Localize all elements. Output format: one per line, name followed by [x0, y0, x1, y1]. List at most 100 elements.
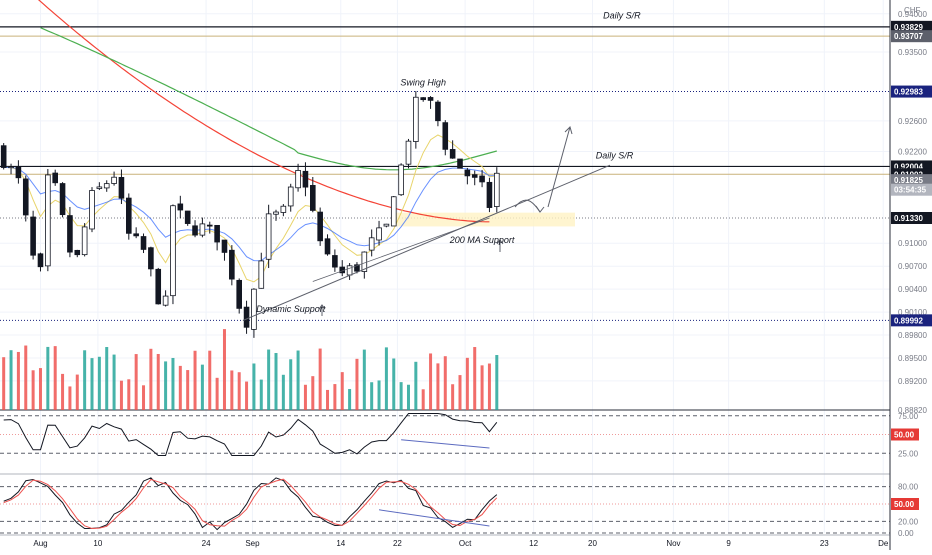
price-label-text: 0.92004 — [894, 162, 923, 171]
candle — [258, 252, 265, 289]
candle — [22, 175, 29, 222]
candle-body — [368, 237, 375, 251]
rsi-tick-label: 25.00 — [898, 449, 919, 458]
candle-body — [59, 183, 66, 216]
volume-bar — [421, 389, 425, 410]
volume-bar — [208, 350, 212, 410]
candle-body — [427, 97, 434, 101]
volume-bar — [171, 357, 175, 410]
candle — [162, 290, 169, 307]
candle-body — [206, 224, 213, 227]
candle-body — [251, 288, 257, 330]
price-label-bg — [891, 314, 932, 327]
volume-bar — [134, 354, 138, 410]
candle — [74, 249, 81, 258]
candle-body — [118, 177, 125, 199]
candle — [324, 234, 331, 256]
price-label-bg — [891, 30, 932, 43]
candle — [405, 138, 412, 169]
volume-bar — [377, 380, 381, 410]
candle — [457, 158, 463, 169]
volume-bar — [200, 364, 204, 410]
volume-bar — [414, 361, 418, 410]
stoch-last-tag: 50.00 — [891, 498, 919, 510]
price-label-tag: 0.93707 — [891, 30, 932, 43]
rsi-last-bg — [891, 428, 919, 441]
price-label-bg — [891, 183, 932, 196]
candle-body — [22, 178, 29, 216]
candle — [346, 263, 353, 280]
time-axis[interactable]: Aug 10 24 Sep 14 22 Oct 12 20 Nov 9 23 De — [33, 539, 888, 548]
candle — [184, 210, 191, 226]
candle-body — [15, 166, 22, 179]
volume-bar — [333, 384, 337, 410]
rsi-divergence-line — [401, 439, 490, 449]
volume-bar — [326, 389, 330, 410]
candle-body — [390, 196, 397, 227]
candle-body — [184, 210, 191, 224]
candle — [493, 167, 500, 213]
price-tick-label: 0.90700 — [898, 262, 927, 271]
price-label-text: 0.92983 — [894, 88, 923, 97]
price-label-tag: 0.91330 — [891, 212, 932, 225]
volume-bar — [362, 349, 366, 410]
volume-bar — [230, 370, 234, 410]
volume-bar — [68, 386, 72, 410]
candle — [251, 288, 257, 338]
chart-annotation: Daily S/R — [596, 150, 634, 160]
candle — [398, 163, 404, 196]
price-label-tag: 0.91825 — [891, 174, 932, 187]
candle — [302, 162, 309, 197]
candle — [37, 252, 44, 272]
candle-body — [324, 238, 331, 255]
volume-bar — [392, 358, 396, 410]
volume-bar — [2, 357, 6, 410]
price-label-text: 03:54:35 — [894, 186, 927, 195]
trend-drawings — [242, 126, 611, 321]
candle — [30, 210, 36, 260]
price-tick-label: 0.93500 — [898, 48, 927, 57]
candle-body — [177, 203, 184, 211]
candle-body — [89, 190, 95, 230]
candle-body — [479, 175, 485, 183]
volume-bar — [480, 365, 484, 410]
price-label-tag: 0.93829 — [891, 20, 932, 33]
candle-body — [229, 249, 235, 280]
volume-bar — [105, 347, 109, 410]
time-tick-label: 9 — [726, 539, 731, 548]
ma-100-line — [40, 27, 497, 171]
stochastic-pane — [0, 477, 890, 534]
stoch-divergence-line — [378, 509, 490, 527]
candle-body — [103, 183, 110, 189]
candle-body — [435, 101, 441, 122]
candle — [420, 97, 426, 102]
stoch-tick-label: 0.00 — [898, 529, 914, 538]
price-tick-label: 0.89800 — [898, 331, 927, 340]
volume-bar — [31, 370, 35, 410]
candle — [368, 229, 375, 257]
candle-body — [81, 226, 88, 256]
projection-arrowhead — [535, 205, 545, 213]
price-tick-label: 0.90400 — [898, 285, 927, 294]
candle-body — [214, 224, 220, 243]
candle-body — [133, 233, 139, 237]
candle-body — [442, 122, 449, 150]
candle — [464, 167, 471, 185]
price-tick-label: 0.88820 — [898, 406, 927, 415]
rsi-last-text: 50.00 — [894, 431, 915, 440]
candle-body — [471, 174, 478, 178]
volume-bar — [473, 347, 477, 410]
volume-bars — [2, 329, 499, 410]
candle-body — [155, 268, 162, 305]
time-tick-label: 23 — [820, 539, 829, 548]
candle — [295, 163, 301, 192]
candlesticks — [0, 91, 500, 338]
candle — [280, 204, 287, 217]
candle — [140, 233, 147, 254]
volume-bar — [16, 351, 20, 410]
candle — [0, 143, 7, 170]
volume-bar — [458, 375, 462, 410]
